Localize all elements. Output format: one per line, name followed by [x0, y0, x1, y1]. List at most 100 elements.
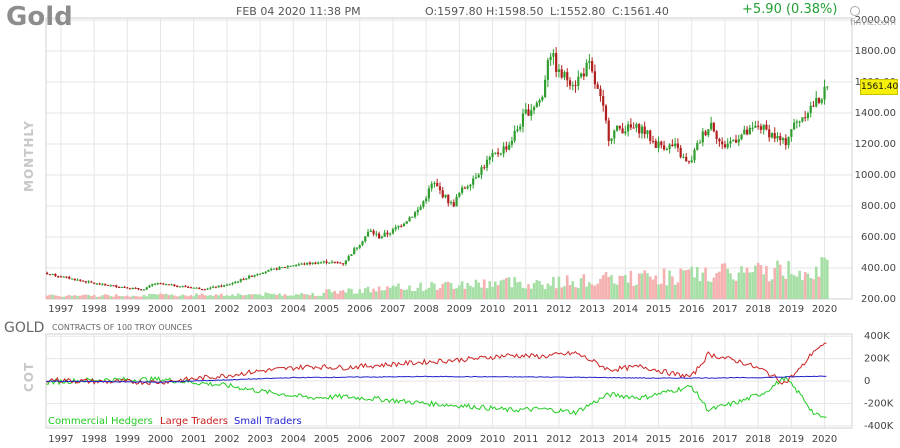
candle-body	[256, 274, 259, 276]
volume-bar	[731, 279, 735, 299]
candle-body	[651, 140, 655, 142]
brand-link[interactable]: finviz.com	[850, 6, 900, 28]
price-x-tick-label: 2007	[380, 304, 405, 315]
candle-body	[231, 283, 234, 285]
cot-grid	[45, 333, 853, 429]
candle-body	[223, 285, 226, 287]
volume-bar	[444, 282, 447, 299]
volume-bar	[297, 294, 301, 299]
candle-body	[142, 289, 146, 291]
cot-y-tick-label: -200K	[864, 398, 894, 409]
candle-body	[297, 264, 300, 266]
volume-bar	[552, 277, 555, 299]
candle-body	[485, 159, 489, 168]
volume-bar	[173, 295, 176, 299]
volume-bar	[247, 294, 251, 299]
volume-bar	[228, 295, 232, 299]
candle-body	[173, 284, 176, 287]
candle-body	[361, 241, 364, 246]
candle-body	[499, 153, 502, 155]
volume-bar	[175, 296, 179, 299]
candle-body	[206, 288, 209, 290]
volume-bar	[458, 285, 461, 299]
candle-body	[687, 161, 691, 163]
volume-bar	[773, 267, 777, 299]
candle-body	[79, 279, 82, 281]
volume-bar	[712, 277, 716, 299]
price-x-tick-label: 2018	[745, 304, 770, 315]
candle-body	[541, 96, 544, 101]
volume-bar	[748, 272, 752, 299]
volume-bar	[701, 272, 705, 299]
candle-body	[203, 289, 206, 291]
volume-bar	[577, 287, 580, 299]
price-x-tick-label: 2008	[413, 304, 438, 315]
volume-bar	[347, 288, 350, 299]
volume-bar	[449, 283, 453, 299]
volume-bar	[308, 295, 312, 299]
candle-body	[98, 283, 101, 285]
volume-bar	[142, 295, 146, 299]
candle-body	[101, 283, 104, 285]
price-x-tick-label: 2000	[148, 304, 173, 315]
candle-body	[344, 260, 348, 264]
candle-body	[607, 120, 610, 141]
price-x-tick-label: 1999	[115, 304, 140, 315]
brand-text: finviz.com	[850, 18, 897, 28]
volume-bar	[106, 294, 110, 299]
candle-body	[671, 144, 674, 147]
cot-x-tick-label: 2006	[347, 434, 372, 445]
volume-bar	[801, 280, 804, 299]
candle-body	[710, 122, 713, 130]
candle-body	[438, 186, 442, 191]
candle-body	[189, 287, 193, 289]
volume-bar	[507, 277, 511, 299]
volume-bar	[289, 295, 292, 299]
candle-body	[104, 283, 107, 285]
volume-bar	[150, 293, 154, 299]
candle-body	[117, 286, 121, 288]
volume-bar	[84, 294, 88, 299]
volume-bar	[474, 279, 478, 299]
volume-bar	[200, 293, 204, 299]
volume-bar	[294, 294, 298, 299]
candle-body	[571, 85, 574, 87]
volume-bar	[762, 274, 765, 299]
candle-body	[394, 227, 397, 230]
candle-body	[148, 285, 151, 288]
volume-bar	[499, 280, 503, 299]
candle-body	[613, 130, 616, 139]
candle-body	[380, 236, 383, 239]
header-low: L:1552.80	[550, 5, 606, 18]
candle-body	[602, 96, 605, 106]
candle-body	[397, 225, 400, 228]
candle-body	[339, 262, 342, 264]
volume-bar	[607, 277, 611, 299]
volume-bar	[640, 273, 644, 299]
candle-body	[585, 62, 588, 77]
volume-bar	[286, 295, 290, 299]
volume-bars	[45, 257, 829, 299]
volume-bar	[128, 296, 132, 299]
cot-y-tick-label: 400K	[864, 331, 890, 342]
candle-body	[698, 142, 702, 144]
candle-body	[455, 196, 458, 207]
candle-body	[759, 126, 763, 130]
volume-bar	[695, 267, 699, 299]
candle-body	[68, 276, 71, 279]
volume-bar	[239, 294, 243, 299]
volume-bar	[513, 277, 516, 299]
volume-bar	[280, 295, 284, 299]
cot-y-tick-label: -400K	[864, 421, 894, 432]
volume-bar	[759, 265, 763, 299]
volume-bar	[571, 281, 575, 299]
candle-body	[336, 261, 339, 263]
candle-body	[272, 268, 276, 270]
volume-bar	[330, 292, 334, 299]
candle-body	[615, 125, 619, 131]
candle-body	[804, 117, 807, 119]
volume-bar	[126, 295, 129, 299]
volume-bar	[599, 278, 602, 299]
volume-bar	[651, 279, 655, 299]
